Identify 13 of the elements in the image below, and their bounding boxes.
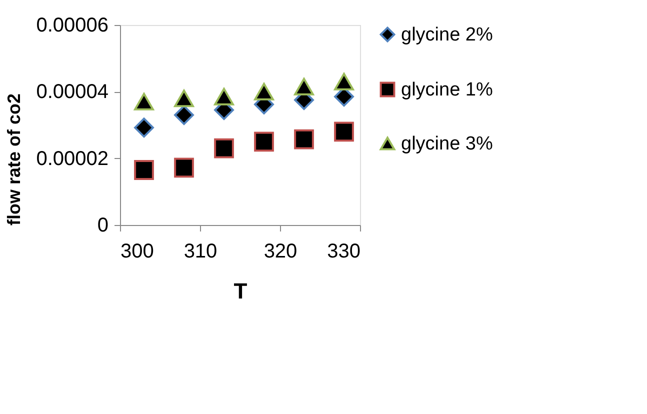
- y-tick-label: 0.00006: [36, 14, 108, 36]
- y-tick-label: 0: [97, 214, 108, 236]
- x-tick-label: 300: [120, 240, 154, 262]
- x-axis-title: T: [234, 278, 248, 304]
- y-tick-label: 0.00004: [36, 81, 108, 104]
- x-tick-label: 320: [264, 240, 298, 262]
- legend-label: glycine 2%: [401, 24, 493, 46]
- legend-label: glycine 3%: [401, 134, 493, 154]
- y-tick-label: 0.00002: [36, 148, 108, 170]
- legend-label: glycine 1%: [401, 80, 493, 100]
- x-tick-label: 330: [327, 240, 360, 262]
- y-axis-title: flow rate of co2: [4, 93, 24, 226]
- x-tick-label: 310: [184, 240, 218, 262]
